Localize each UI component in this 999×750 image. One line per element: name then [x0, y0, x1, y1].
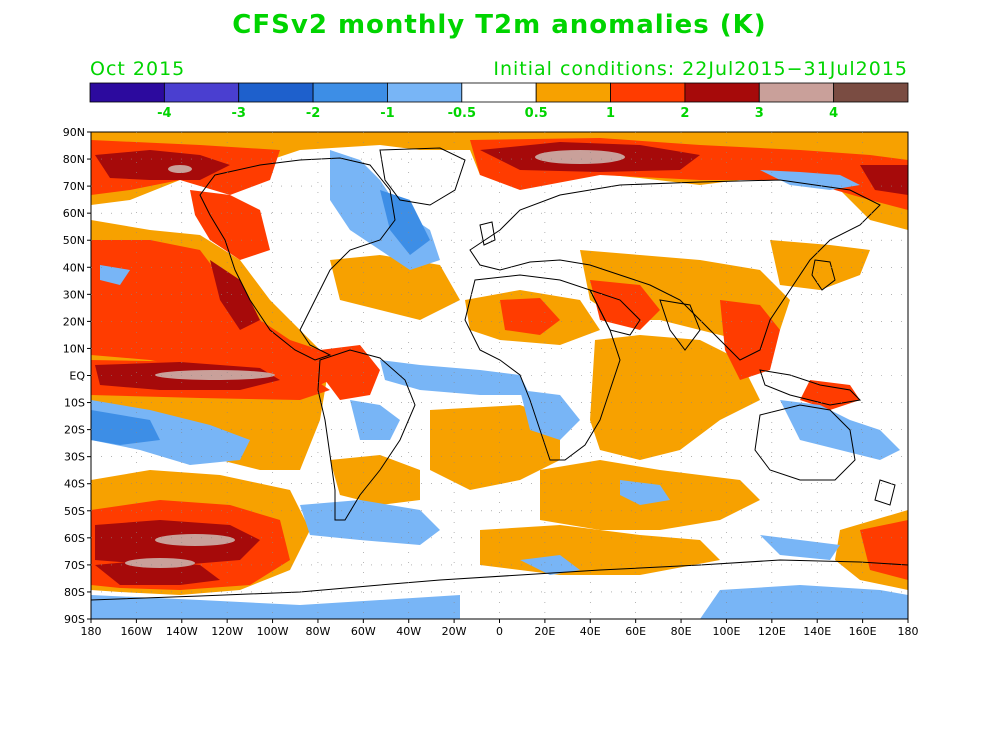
longitude-tick-label: 40W — [396, 625, 421, 638]
colorbar-swatch — [833, 82, 909, 103]
longitude-tick-label: 140W — [166, 625, 198, 638]
coastlines — [91, 147, 908, 601]
colorbar-label: -2 — [306, 106, 320, 121]
colorbar-swatch — [684, 82, 760, 103]
colorbar-label: -3 — [232, 106, 246, 121]
colorbar-swatch — [238, 82, 314, 103]
latitude-tick-label: 50N — [63, 234, 85, 247]
valid-month: Oct 2015 — [90, 58, 186, 80]
latitude-tick-label: 90N — [63, 126, 85, 139]
longitude-tick-label: 60E — [625, 625, 646, 638]
colorbar — [89, 82, 909, 103]
longitude-tick-label: 60W — [351, 625, 376, 638]
colorbar-swatch — [163, 82, 240, 103]
latitude-tick-label: 70N — [63, 180, 85, 193]
longitude-tick-label: 80E — [671, 625, 692, 638]
colorbar-swatch — [758, 82, 835, 103]
longitude-tick-label: 0 — [496, 625, 503, 638]
longitude-axis: 180 160W 140W 120W 100W 80W 60W 40W 20W 0 20E 40E 60… — [81, 619, 919, 638]
latitude-axis: 90N 80N 70N 60N 50N 40N 30N 20N 10N EQ 10S 20S 30S 40… — [63, 126, 91, 626]
longitude-tick-label: 160W — [120, 625, 152, 638]
longitude-tick-label: 180 — [898, 625, 919, 638]
latitude-tick-label: 80N — [63, 153, 85, 166]
colorbar-swatch — [387, 82, 463, 103]
longitude-tick-label: 100E — [712, 625, 740, 638]
latitude-tick-label: 60S — [64, 532, 85, 545]
colorbar-swatch — [312, 82, 388, 103]
colorbar-swatch — [89, 82, 165, 103]
colorbar-swatch — [610, 82, 686, 103]
latitude-tick-label: 90S — [64, 613, 85, 626]
latitude-tick-label: 30N — [63, 288, 85, 301]
latitude-tick-label: 20S — [64, 424, 85, 437]
latitude-tick-label: EQ — [69, 370, 85, 383]
map-panel — [90, 131, 909, 620]
latitude-tick-label: 60N — [63, 207, 85, 220]
colorbar-label: 1 — [606, 106, 615, 121]
longitude-tick-label: 160E — [849, 625, 877, 638]
colorbar-label: 0.5 — [525, 106, 548, 121]
longitude-tick-label: 120E — [758, 625, 786, 638]
longitude-tick-label: 180 — [81, 625, 102, 638]
chart-title: CFSv2 monthly T2m anomalies (K) — [232, 10, 767, 40]
colorbar-labels: -4 -3 -2 -1 -0.5 0.5 1 2 3 4 — [157, 106, 838, 121]
colorbar-label: 3 — [755, 106, 764, 121]
initial-conditions: Initial conditions: 22Jul2015−31Jul2015 — [493, 58, 908, 80]
longitude-tick-label: 120W — [211, 625, 243, 638]
graticule — [91, 132, 908, 619]
latitude-tick-label: 30S — [64, 451, 85, 464]
colorbar-label: -1 — [380, 106, 394, 121]
anomaly-field — [91, 132, 908, 619]
latitude-tick-label: 50S — [64, 505, 85, 518]
longitude-tick-label: 100W — [257, 625, 289, 638]
latitude-tick-label: 10S — [64, 397, 85, 410]
colorbar-swatch — [535, 82, 611, 103]
longitude-tick-label: 40E — [580, 625, 601, 638]
latitude-tick-label: 70S — [64, 559, 85, 572]
latitude-tick-label: 40N — [63, 261, 85, 274]
longitude-tick-label: 80W — [306, 625, 331, 638]
latitude-tick-label: 10N — [63, 342, 85, 355]
latitude-tick-label: 40S — [64, 478, 85, 491]
longitude-tick-label: 140E — [803, 625, 831, 638]
colorbar-label: -4 — [157, 106, 171, 121]
colorbar-label: 4 — [829, 106, 838, 121]
longitude-tick-label: 20E — [534, 625, 555, 638]
latitude-tick-label: 80S — [64, 586, 85, 599]
longitude-tick-label: 20W — [442, 625, 467, 638]
colorbar-label: 2 — [680, 106, 689, 121]
colorbar-label: -0.5 — [448, 106, 476, 121]
colorbar-swatch — [461, 82, 537, 103]
latitude-tick-label: 20N — [63, 315, 85, 328]
